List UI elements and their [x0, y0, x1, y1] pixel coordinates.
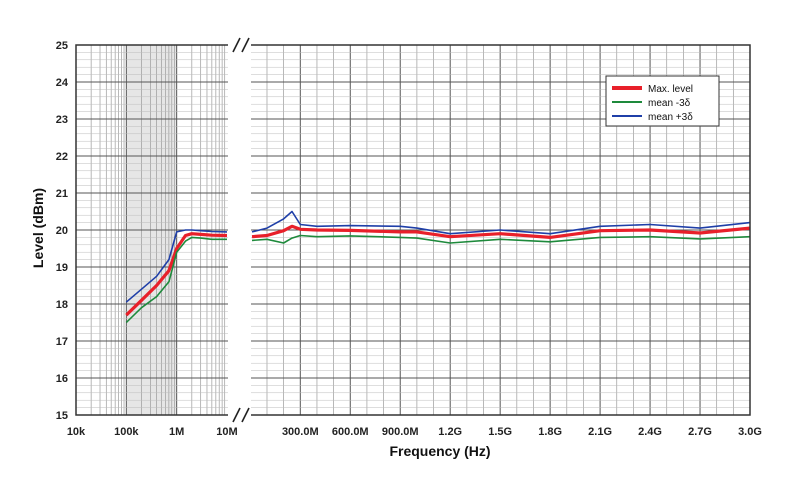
- x-tick-label-log: 10M: [216, 426, 237, 438]
- y-tick-label: 19: [56, 262, 68, 274]
- x-tick-label-linear: 2.4G: [638, 426, 662, 438]
- y-tick-label: 21: [56, 188, 68, 200]
- y-tick-label: 17: [56, 336, 68, 348]
- y-axis-title: Level (dBm): [30, 188, 46, 268]
- plot-border: [75, 44, 751, 416]
- y-tick-label: 22: [56, 151, 68, 163]
- x-tick-label-linear: 2.7G: [688, 426, 712, 438]
- grid: [75, 44, 750, 416]
- x-tick-label-log: 1M: [169, 426, 184, 438]
- x-tick-label-linear: 600.0M: [332, 426, 369, 438]
- series-lines: [125, 210, 751, 324]
- series-line-high-band-0: [251, 224, 751, 239]
- x-tick-label-linear: 1.5G: [488, 426, 512, 438]
- tick-labels: 15 16 17 18 19 20 21 22 23 24 25 10k 100k 1M 10M 300.0M…: [56, 40, 762, 438]
- x-tick-label-linear: 300.0M: [282, 426, 319, 438]
- y-tick-label: 20: [56, 225, 68, 237]
- x-tick-label-linear: 900.0M: [382, 426, 419, 438]
- x-tick-label-linear: 3.0G: [738, 426, 762, 438]
- axis-break-gap: [228, 41, 251, 419]
- y-tick-label: 23: [56, 114, 68, 126]
- axis-break-mark: [232, 37, 241, 53]
- plot-frame: [75, 37, 751, 423]
- legend: Max. level mean -3δ mean +3δ: [605, 75, 720, 127]
- y-tick-label: 15: [56, 410, 68, 422]
- series-line-low-band-2: [125, 229, 228, 303]
- series-line-high-band-2: [251, 210, 751, 235]
- axis-break-mark: [241, 37, 250, 53]
- y-tick-label: 24: [56, 77, 69, 89]
- y-tick-label: 16: [56, 373, 68, 385]
- series-line-low-band-1: [125, 236, 227, 324]
- x-tick-label-linear: 2.1G: [588, 426, 612, 438]
- legend-label-mean-plus: mean +3δ: [648, 112, 693, 123]
- x-tick-label-log: 10k: [67, 426, 86, 438]
- x-tick-label-linear: 1.8G: [538, 426, 562, 438]
- axis-break-mark: [241, 407, 250, 423]
- legend-label-mean-minus: mean -3δ: [648, 98, 691, 109]
- x-tick-label-log: 100k: [114, 426, 139, 438]
- series-line-low-band-0: [125, 232, 228, 317]
- y-tick-label: 25: [56, 40, 68, 52]
- x-tick-label-linear: 1.2G: [438, 426, 462, 438]
- x-axis-title: Frequency (Hz): [389, 443, 490, 459]
- axis-break-mark: [232, 407, 241, 423]
- y-tick-label: 18: [56, 299, 68, 311]
- legend-label-max-level: Max. level: [648, 84, 693, 95]
- series-line-high-band-1: [251, 234, 751, 244]
